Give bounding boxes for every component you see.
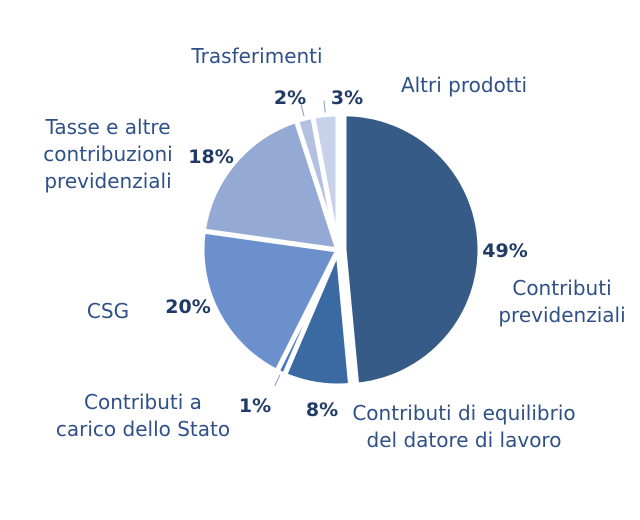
slice-value-label: 2% xyxy=(274,87,306,109)
slice-value-label: 1% xyxy=(239,395,271,417)
category-label-line: previdenziali xyxy=(498,303,625,327)
category-label-line: del datore di lavoro xyxy=(367,428,562,452)
slice-category-label: Contributi previdenziali xyxy=(498,276,625,327)
slice-value-label: 8% xyxy=(306,399,338,421)
pie-slice-csg xyxy=(199,228,341,374)
category-label-line: carico dello Stato xyxy=(56,417,230,441)
category-label-line: CSG xyxy=(87,299,129,323)
slice-category-label: Contributi di equilibrio del datore di la… xyxy=(352,401,575,452)
slice-category-label: Altri prodotti xyxy=(401,73,527,97)
slice-category-label: CSG xyxy=(87,299,129,323)
leader-line xyxy=(300,104,305,117)
slice-category-label: Trasferimenti xyxy=(190,44,322,68)
slice-value-label: 18% xyxy=(188,146,233,168)
slice-category-label: Tasse e altre contribuzioni previdenziali xyxy=(43,115,172,193)
pie-slice-altri-prodotti xyxy=(310,111,341,253)
category-label-line: previdenziali xyxy=(44,169,171,193)
pie-slice-contributi-previdenziali xyxy=(341,111,483,388)
slice-value-label: 20% xyxy=(165,296,210,318)
category-label-line: Contributi xyxy=(512,276,611,300)
category-label-line: Tasse e altre xyxy=(44,115,170,139)
slice-value-label: 3% xyxy=(331,87,363,109)
leader-line xyxy=(323,100,326,113)
slice-category-label: Contributi a carico dello Stato xyxy=(56,390,230,441)
slice-value-label: 49% xyxy=(482,240,527,262)
category-label-line: Contributi di equilibrio xyxy=(352,401,575,425)
category-label-line: Trasferimenti xyxy=(190,44,322,68)
category-label-line: Altri prodotti xyxy=(401,73,527,97)
leader-line xyxy=(274,374,281,387)
category-label-line: contribuzioni xyxy=(43,142,172,166)
category-label-line: Contributi a xyxy=(84,390,202,414)
